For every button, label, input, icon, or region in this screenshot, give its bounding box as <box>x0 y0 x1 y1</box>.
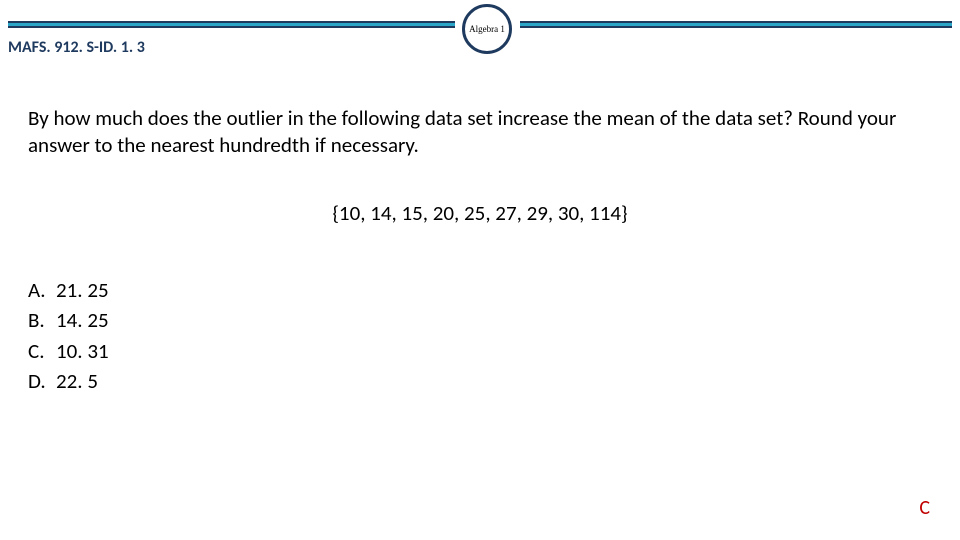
answer-key: C <box>919 496 930 520</box>
header: Algebra 1 MAFS. 912. S-ID. 1. 3 <box>0 0 960 60</box>
option-b: B. 14. 25 <box>28 305 109 335</box>
option-a: A. 21. 25 <box>28 275 109 305</box>
question-data-set: {10, 14, 15, 20, 25, 27, 29, 30, 114} <box>0 200 960 226</box>
option-letter: D. <box>28 366 56 396</box>
option-value: 14. 25 <box>56 305 109 335</box>
header-bar-right <box>520 21 952 28</box>
subject-badge-label: Algebra 1 <box>469 24 505 34</box>
option-d: D. 22. 5 <box>28 366 109 396</box>
header-bar-left <box>8 21 455 28</box>
option-value: 22. 5 <box>56 366 98 396</box>
answer-options: A. 21. 25 B. 14. 25 C. 10. 31 D. 22. 5 <box>28 275 109 397</box>
option-letter: A. <box>28 275 56 305</box>
option-letter: B. <box>28 305 56 335</box>
subject-badge: Algebra 1 <box>462 4 512 54</box>
standard-code: MAFS. 912. S-ID. 1. 3 <box>8 38 145 57</box>
option-letter: C. <box>28 336 56 366</box>
option-c: C. 10. 31 <box>28 336 109 366</box>
option-value: 10. 31 <box>56 336 109 366</box>
option-value: 21. 25 <box>56 275 109 305</box>
question-prompt: By how much does the outlier in the foll… <box>28 105 920 160</box>
